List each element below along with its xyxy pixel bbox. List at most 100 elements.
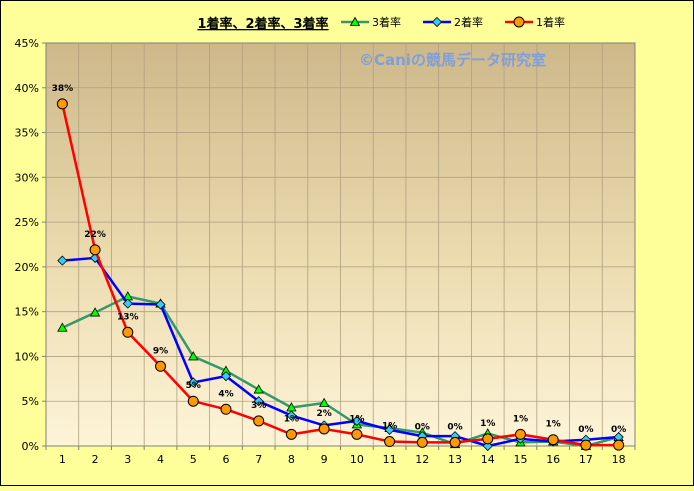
series-layer [56, 98, 625, 452]
circle-marker [351, 428, 363, 440]
data-label: 9% [153, 346, 168, 356]
legend-label: 3着率 [372, 15, 401, 29]
data-label: 38% [52, 84, 74, 94]
circle-marker [384, 436, 396, 448]
data-label: 0% [611, 425, 626, 435]
triangle-marker [89, 307, 101, 317]
triangle-marker [188, 351, 199, 361]
watermark: ©Caniの競馬データ研究室 [359, 51, 546, 69]
x-tick-label: 13 [448, 453, 462, 466]
circle-marker [580, 439, 592, 451]
x-tick-label: 4 [157, 453, 164, 466]
series-line [61, 103, 619, 447]
circle-marker [318, 423, 330, 435]
legend-item-2: 2着率 [423, 15, 483, 29]
data-label: 1% [546, 420, 561, 430]
y-tick-label: 35% [15, 127, 39, 140]
circle-marker [613, 439, 625, 451]
circle-marker [56, 98, 68, 110]
circle-marker [155, 360, 167, 372]
x-tick-label: 14 [481, 453, 495, 466]
series-line [61, 295, 619, 448]
circle-marker [89, 244, 101, 256]
y-tick-label: 5% [22, 395, 39, 408]
triangle-marker [349, 16, 361, 26]
y-tick-label: 30% [15, 171, 39, 184]
diamond-marker [220, 371, 232, 382]
legend-label: 2着率 [454, 15, 483, 29]
data-label: 0% [415, 422, 430, 432]
data-label: 1% [284, 414, 299, 424]
series-line [62, 256, 619, 448]
x-tick-label: 6 [222, 453, 229, 466]
triangle-marker [318, 397, 330, 407]
x-tick-label: 7 [255, 453, 262, 466]
triangle-marker [253, 384, 264, 394]
y-tick-label: 15% [15, 306, 39, 319]
circle-marker [547, 434, 559, 446]
x-tick-label: 9 [321, 453, 328, 466]
y-tick-label: 20% [15, 261, 39, 274]
x-tick-label: 12 [415, 453, 429, 466]
circle-marker [253, 415, 265, 427]
x-tick-label: 2 [92, 453, 99, 466]
gridlines [46, 43, 635, 446]
y-tick-label: 40% [15, 82, 39, 95]
circle-marker [220, 403, 232, 415]
data-label: 1% [349, 414, 364, 424]
diamond-marker [431, 16, 443, 28]
data-label: 13% [117, 312, 139, 322]
data-label: 1% [513, 414, 528, 424]
legend-item-1: 3着率 [341, 15, 401, 29]
diamond-marker [188, 377, 199, 388]
x-tick-label: 18 [612, 453, 626, 466]
y-tick-label: 45% [15, 37, 39, 50]
circle-marker [187, 395, 199, 407]
y-tick-label: 10% [15, 350, 39, 363]
circle-marker [449, 436, 461, 448]
legend: 3着率 2着率 1着率 [341, 15, 565, 29]
chart-title: 1着率、2着率、3着率 [197, 16, 328, 32]
y-axis: 0% 5% 10% 15% 20% 25% 30% 35% 40% 45% [15, 37, 46, 453]
y-tick-label: 0% [22, 440, 39, 453]
data-label: 1% [480, 419, 495, 429]
legend-item-3: 1着率 [505, 15, 565, 29]
x-tick-label: 17 [579, 453, 593, 466]
circle-marker [514, 428, 526, 440]
x-tick-label: 11 [383, 453, 397, 466]
circle-marker [513, 16, 525, 28]
data-label: 3% [251, 401, 266, 411]
data-label: 4% [218, 389, 233, 399]
circle-marker [285, 428, 297, 440]
diamond-marker [253, 396, 264, 407]
triangle-marker [57, 322, 68, 332]
x-tick-label: 16 [546, 453, 560, 466]
y-tick-label: 25% [15, 216, 39, 229]
diamond-marker [57, 255, 68, 266]
diamond-marker [286, 410, 297, 421]
circle-marker [122, 326, 134, 338]
series-3 [56, 98, 625, 451]
circle-marker [482, 433, 494, 445]
data-label: 1% [382, 422, 397, 432]
x-tick-label: 15 [513, 453, 527, 466]
x-tick-label: 5 [190, 453, 197, 466]
x-tick-label: 8 [288, 453, 295, 466]
diamond-marker [351, 415, 362, 426]
data-labels: 38% 22% 13% 9% 5% 4% 3% 1% 2% 1% 1% 0% 0% 1% 1% 1% 0% 0% [52, 84, 627, 435]
diamond-marker [384, 424, 395, 435]
x-tick-label: 10 [350, 453, 364, 466]
legend-label: 1着率 [536, 15, 565, 29]
data-label: 2% [316, 409, 331, 419]
data-label: 0% [447, 422, 462, 432]
diamond-marker [155, 299, 166, 310]
diamond-marker [122, 298, 133, 309]
x-tick-label: 3 [124, 453, 131, 466]
x-axis: 1 2 3 4 5 6 7 8 9 10 11 12 13 14 15 16 17 18 [45, 446, 636, 466]
data-label: 22% [84, 230, 106, 240]
data-label: 0% [578, 425, 593, 435]
circle-marker [416, 436, 428, 448]
x-tick-label: 1 [59, 453, 66, 466]
